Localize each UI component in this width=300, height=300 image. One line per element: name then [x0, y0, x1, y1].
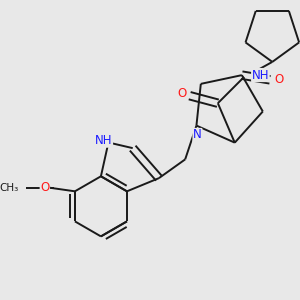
Text: O: O [40, 181, 50, 194]
Text: O: O [275, 73, 284, 86]
Text: NH: NH [252, 68, 269, 82]
Text: N: N [193, 128, 202, 142]
Text: O: O [178, 87, 187, 100]
Text: NH: NH [95, 134, 112, 147]
Text: CH₃: CH₃ [0, 183, 19, 193]
